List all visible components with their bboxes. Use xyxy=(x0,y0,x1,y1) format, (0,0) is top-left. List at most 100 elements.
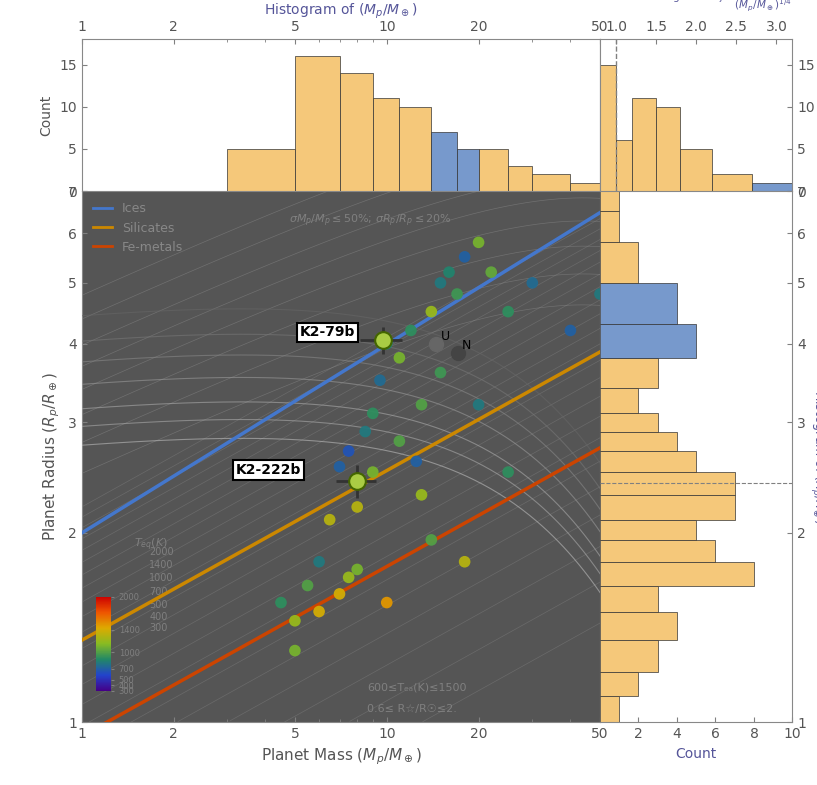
Point xyxy=(415,488,428,501)
Bar xyxy=(600,358,658,388)
Line: Silicates: Silicates xyxy=(82,352,600,641)
Text: $T_{eq}(K)$: $T_{eq}(K)$ xyxy=(133,536,167,553)
Silicates xyxy=(98,624,108,633)
Fe-metals xyxy=(98,720,108,729)
Text: 2000: 2000 xyxy=(149,547,174,557)
Point xyxy=(350,563,364,575)
Fe-metals xyxy=(215,655,225,664)
Text: U: U xyxy=(440,330,449,343)
Bar xyxy=(227,149,295,191)
Bar xyxy=(600,388,639,414)
Text: K2-222b: K2-222b xyxy=(236,463,301,477)
X-axis label: Count: Count xyxy=(676,747,717,761)
Ices xyxy=(215,443,225,452)
Ices xyxy=(595,208,605,217)
Point xyxy=(484,266,498,279)
Bar xyxy=(600,673,639,696)
Bar xyxy=(600,540,716,562)
Ices xyxy=(98,516,108,525)
Bar xyxy=(295,56,340,191)
Point xyxy=(342,445,355,458)
Text: 1400: 1400 xyxy=(149,560,173,570)
Bar xyxy=(431,132,457,191)
Bar xyxy=(600,562,754,586)
Legend: Ices, Silicates, Fe-metals: Ices, Silicates, Fe-metals xyxy=(88,197,188,259)
Text: 500: 500 xyxy=(149,600,167,610)
Bar xyxy=(600,324,696,358)
Point xyxy=(502,305,515,318)
X-axis label: Planet Mass $(M_p/M_\oplus)$: Planet Mass $(M_p/M_\oplus)$ xyxy=(261,747,422,767)
Bar xyxy=(681,149,712,191)
Point xyxy=(593,288,606,301)
Point xyxy=(324,513,337,526)
Bar xyxy=(600,586,658,612)
Text: K2-79b: K2-79b xyxy=(300,325,355,339)
Point xyxy=(359,425,372,438)
Text: N: N xyxy=(462,339,471,352)
Silicates xyxy=(77,636,87,645)
Point xyxy=(472,236,485,249)
Bar xyxy=(632,98,656,191)
Fe-metals xyxy=(108,714,118,724)
Point xyxy=(275,597,288,609)
Point xyxy=(434,276,447,289)
Point xyxy=(288,615,301,627)
Fe-metals xyxy=(173,678,183,688)
Point xyxy=(333,588,346,601)
Ices xyxy=(551,236,560,245)
Bar xyxy=(600,64,616,191)
Point xyxy=(342,571,355,583)
Bar xyxy=(600,211,619,243)
Ices xyxy=(108,509,118,518)
Fe-metals xyxy=(77,732,87,741)
Bar xyxy=(600,432,677,451)
Point xyxy=(313,605,326,618)
Bar xyxy=(616,141,632,191)
Bar xyxy=(600,191,619,211)
Point xyxy=(333,460,346,473)
Bar xyxy=(600,414,658,432)
Point xyxy=(366,407,379,420)
Bar xyxy=(600,451,696,472)
Text: 0.6≤ R☆/R☉≤2.: 0.6≤ R☆/R☉≤2. xyxy=(367,703,457,714)
Bar xyxy=(479,149,508,191)
Silicates xyxy=(173,582,183,591)
Bar xyxy=(600,641,658,673)
Point xyxy=(425,534,438,546)
Point xyxy=(450,288,463,301)
Bar xyxy=(457,149,479,191)
Text: 700: 700 xyxy=(149,586,167,597)
Bar xyxy=(600,243,639,283)
Fe-metals xyxy=(595,444,605,453)
Fe-metals xyxy=(569,458,578,467)
Point xyxy=(415,399,428,411)
Bar xyxy=(600,495,734,520)
Point xyxy=(393,435,406,447)
Point xyxy=(502,466,515,478)
Bar xyxy=(712,174,752,191)
Bar xyxy=(533,174,570,191)
Bar xyxy=(400,107,431,191)
Point xyxy=(458,250,471,263)
Line: Ices: Ices xyxy=(82,213,600,533)
Point xyxy=(472,399,485,411)
Text: $\sigma M_p/M_p\leq50\%$; $\sigma R_p/R_p\leq20\%$: $\sigma M_p/M_p\leq50\%$; $\sigma R_p/R_… xyxy=(289,212,452,228)
Point xyxy=(301,579,314,592)
Point xyxy=(434,367,447,379)
Point xyxy=(288,644,301,657)
Text: Histogram of $\zeta=\dfrac{(R_p/R_\oplus)}{(M_p/M_\oplus)^{1/4}}$: Histogram of $\zeta=\dfrac{(R_p/R_\oplus… xyxy=(646,0,792,13)
Point xyxy=(443,266,456,279)
Bar xyxy=(656,107,681,191)
Point xyxy=(458,556,471,568)
Silicates xyxy=(108,618,118,627)
Line: Fe-metals: Fe-metals xyxy=(82,448,600,736)
Point xyxy=(380,338,393,350)
Y-axis label: Histogram of $(R_p/R_\oplus)$: Histogram of $(R_p/R_\oplus)$ xyxy=(808,389,817,524)
Bar xyxy=(570,183,600,191)
Bar xyxy=(600,612,677,641)
Ices xyxy=(173,469,183,478)
Text: 400: 400 xyxy=(149,612,167,622)
Point xyxy=(380,597,393,609)
Bar xyxy=(600,283,677,324)
Point xyxy=(373,374,386,386)
